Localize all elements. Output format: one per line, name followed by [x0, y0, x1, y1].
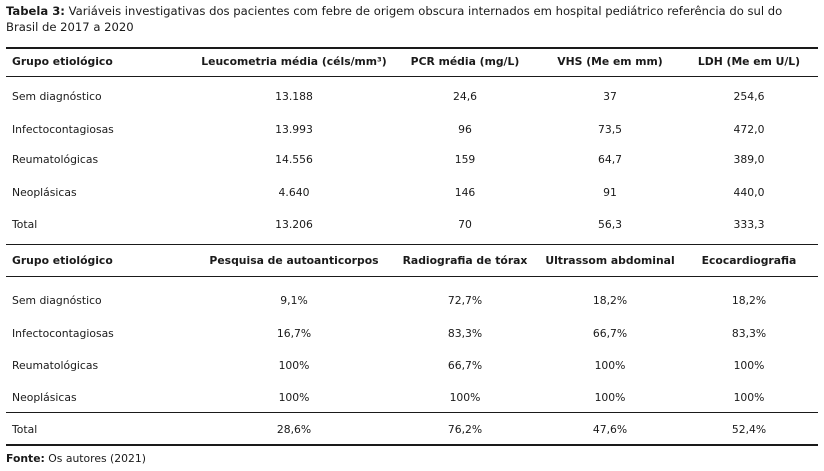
t1-cell: 73,5 — [597, 123, 623, 136]
t1-cell: 440,0 — [733, 186, 765, 199]
rule-total — [6, 412, 818, 413]
t1-cell: 254,6 — [733, 90, 765, 103]
t1-cell: Sem diagnóstico — [12, 90, 102, 103]
t2-cell: 72,7% — [447, 294, 483, 307]
t2-cell: 100% — [278, 359, 310, 372]
t2-cell: 18,2% — [592, 294, 628, 307]
t1-cell: 64,7 — [597, 153, 623, 166]
t2-cell: 47,6% — [592, 423, 628, 436]
t2-cell: Sem diagnóstico — [12, 294, 102, 307]
t2-header-group: Grupo etiológico — [12, 254, 113, 267]
t2-cell: Reumatológicas — [12, 359, 99, 372]
t1-cell: Infectocontagiosas — [12, 123, 114, 136]
t2-cell: 100% — [594, 359, 626, 372]
rule-bottom — [6, 444, 818, 446]
t2-cell: 100% — [733, 359, 765, 372]
rule-top — [6, 47, 818, 49]
t1-header-vhs: VHS (Me em mm) — [557, 55, 663, 68]
t2-header-radiografia: Radiografia de tórax — [402, 254, 528, 267]
t1-header-leucometria: Leucometria média (céls/mm³) — [201, 55, 387, 68]
t1-cell: Reumatológicas — [12, 153, 99, 166]
t1-cell: 14.556 — [275, 153, 313, 166]
t1-cell: 91 — [603, 186, 617, 199]
t1-cell: 13.993 — [275, 123, 313, 136]
t2-cell: 52,4% — [731, 423, 767, 436]
t1-header-pcr: PCR média (mg/L) — [410, 55, 520, 68]
t1-cell: Neoplásicas — [12, 186, 77, 199]
source-text: Os autores (2021) — [48, 452, 146, 465]
t2-cell: 100% — [449, 391, 481, 404]
t2-header-ultrassom: Ultrassom abdominal — [545, 254, 675, 267]
t1-cell: 24,6 — [452, 90, 478, 103]
t1-cell: 96 — [458, 123, 472, 136]
t1-cell: 70 — [458, 218, 472, 231]
t2-cell: 83,3% — [731, 327, 767, 340]
t2-cell: 100% — [733, 391, 765, 404]
t1-cell: 146 — [454, 186, 476, 199]
t2-cell: 66,7% — [447, 359, 483, 372]
rule-header-1 — [6, 76, 818, 77]
t2-cell: Total — [12, 423, 38, 436]
t2-cell: 83,3% — [447, 327, 483, 340]
t2-header-autoanticorpos: Pesquisa de autoanticorpos — [209, 254, 379, 267]
t1-cell: 13.188 — [275, 90, 313, 103]
t1-cell: Total — [12, 218, 38, 231]
rule-header-2 — [6, 276, 818, 277]
t1-cell: 13.206 — [275, 218, 313, 231]
t2-cell: 66,7% — [592, 327, 628, 340]
t2-cell: 28,6% — [276, 423, 312, 436]
t2-cell: 16,7% — [276, 327, 312, 340]
t1-cell: 4.640 — [278, 186, 310, 199]
table-title-text: Variáveis investigativas dos pacientes c… — [6, 4, 783, 34]
t2-cell: 76,2% — [447, 423, 483, 436]
t2-cell: 18,2% — [731, 294, 767, 307]
t2-cell: 100% — [278, 391, 310, 404]
t1-cell: 56,3 — [597, 218, 623, 231]
t2-cell: Neoplásicas — [12, 391, 77, 404]
t1-cell: 37 — [603, 90, 617, 103]
table-source: Fonte: Os autores (2021) — [6, 452, 146, 465]
table-title: Tabela 3: Variáveis investigativas dos p… — [6, 3, 818, 35]
rule-section — [6, 244, 818, 245]
table-title-label: Tabela 3: — [6, 4, 65, 18]
t1-cell: 389,0 — [733, 153, 765, 166]
t2-cell: Infectocontagiosas — [12, 327, 114, 340]
t2-cell: 9,1% — [280, 294, 308, 307]
source-label: Fonte: — [6, 452, 45, 465]
t1-header-ldh: LDH (Me em U/L) — [697, 55, 801, 68]
t1-cell: 333,3 — [733, 218, 765, 231]
t1-header-group: Grupo etiológico — [12, 55, 113, 68]
t2-header-ecocardiografia: Ecocardiografia — [701, 254, 797, 267]
t1-cell: 159 — [454, 153, 476, 166]
t2-cell: 100% — [594, 391, 626, 404]
t1-cell: 472,0 — [733, 123, 765, 136]
